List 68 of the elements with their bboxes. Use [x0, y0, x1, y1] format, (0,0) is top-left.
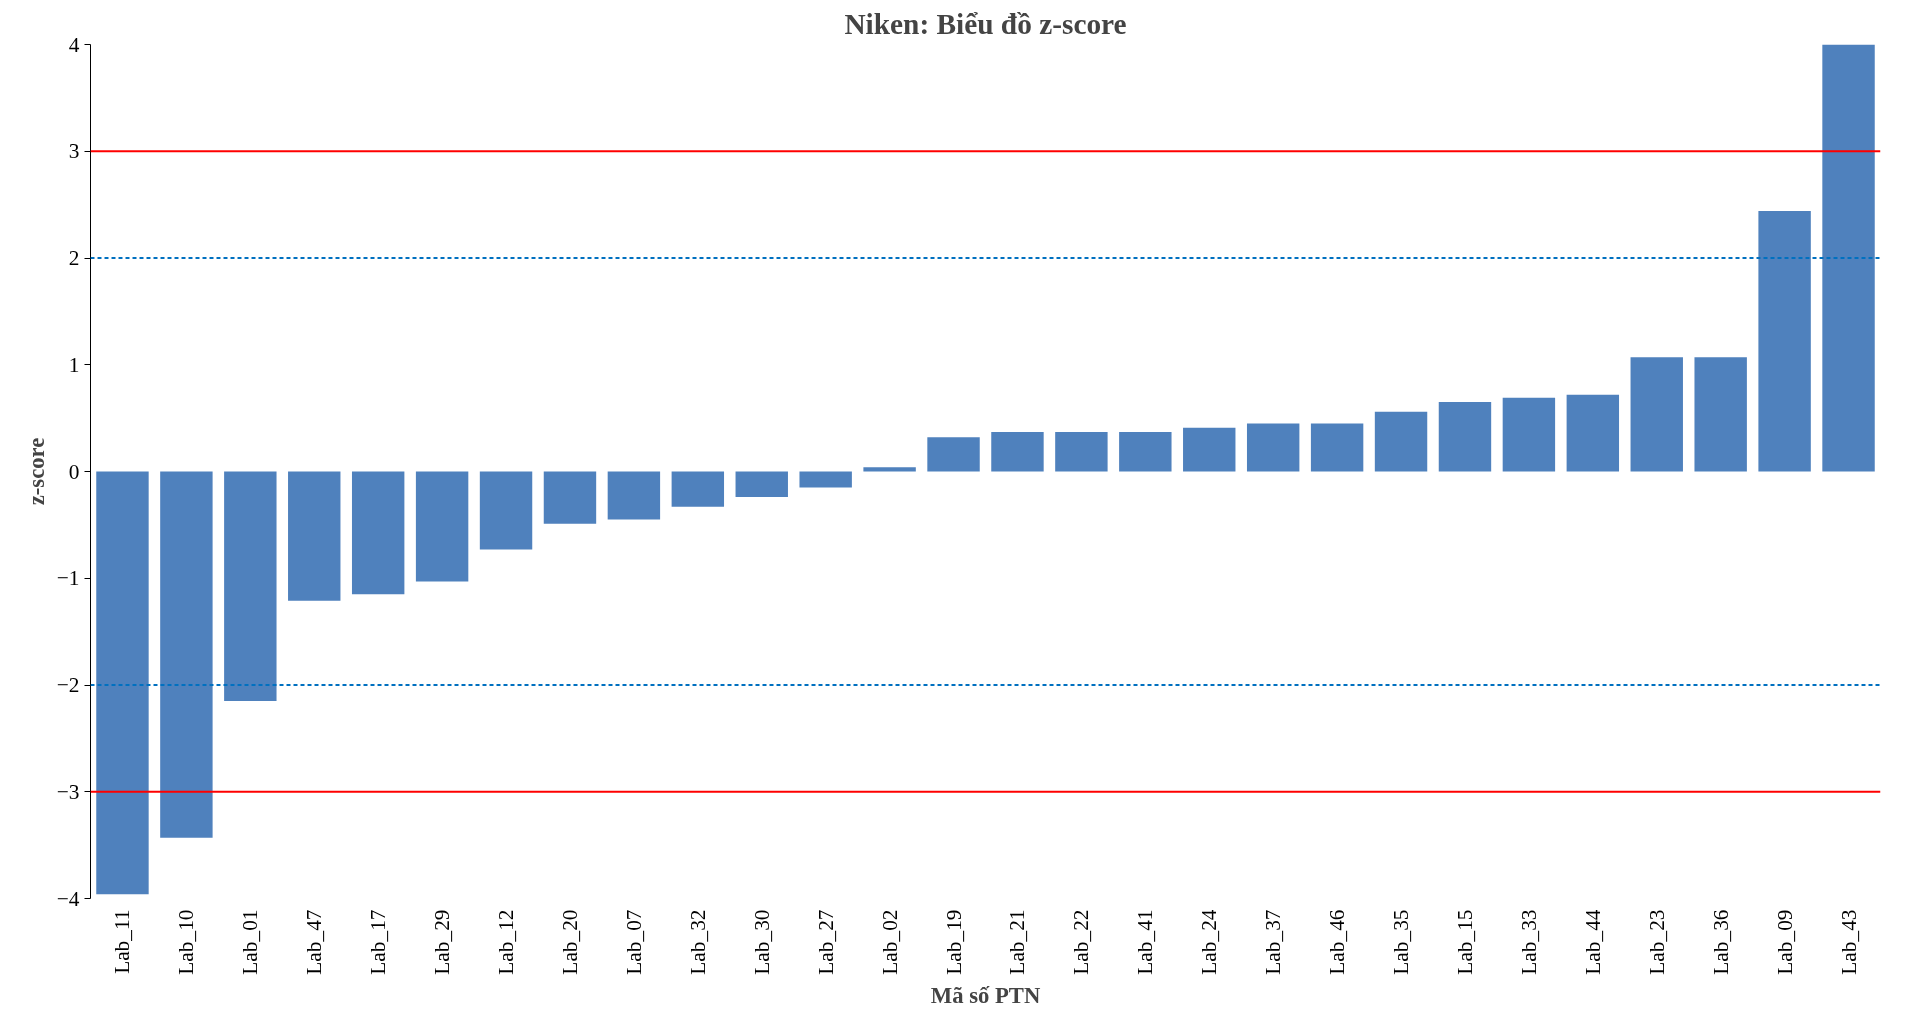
x-tick-label: Lab_24	[1197, 909, 1222, 975]
y-tick-label: −2	[56, 673, 80, 697]
x-tick-label: Lab_22	[1069, 909, 1094, 975]
y-tick-label: −4	[56, 886, 80, 911]
x-tick-label: Lab_47	[302, 909, 327, 975]
x-axis-title: Mã số PTN	[930, 982, 1041, 1008]
y-tick-label: −1	[56, 566, 80, 591]
bar	[735, 471, 788, 498]
x-tick-label: Lab_33	[1516, 909, 1541, 975]
y-tick-label: 4	[68, 32, 80, 57]
bar	[607, 471, 661, 520]
bar	[288, 471, 341, 601]
bar	[96, 471, 149, 895]
x-tick-label: Lab_07	[621, 909, 646, 975]
y-tick-label: 1	[68, 352, 80, 377]
bar	[1566, 394, 1620, 472]
x-tick-label: Lab_15	[1452, 909, 1477, 975]
x-tick-label: Lab_01	[238, 909, 263, 975]
x-tick-label: Lab_36	[1708, 909, 1733, 975]
bar	[1502, 397, 1556, 472]
x-tick-label: Lab_30	[749, 909, 774, 975]
x-tick-label: Lab_10	[174, 909, 199, 975]
y-tick-label: 3	[68, 139, 80, 164]
x-tick-label: Lab_23	[1644, 909, 1669, 975]
bar	[799, 471, 852, 488]
x-tick-label: Lab_41	[1133, 909, 1158, 975]
bar	[1438, 402, 1492, 472]
bar	[1630, 357, 1683, 472]
bar	[160, 471, 213, 838]
x-tick-label: Lab_35	[1389, 909, 1414, 975]
bar	[1758, 211, 1811, 472]
x-tick-label: Lab_11	[110, 909, 135, 974]
bar	[863, 467, 916, 472]
x-tick-label: Lab_29	[430, 909, 455, 975]
y-tick-label: −3	[56, 779, 80, 804]
x-tick-label: Lab_32	[685, 909, 710, 975]
chart-title: Niken: Biểu đồ z-score	[844, 7, 1127, 40]
bar	[1183, 427, 1236, 472]
x-tick-label: Lab_09	[1772, 909, 1797, 975]
x-tick-label: Lab_12	[494, 909, 519, 975]
y-axis-title: z-score	[23, 437, 49, 506]
bar	[351, 471, 405, 595]
x-tick-label: Lab_17	[366, 909, 391, 975]
y-tick-label: 0	[68, 459, 80, 484]
x-tick-label: Lab_46	[1325, 909, 1350, 975]
x-tick-label: Lab_20	[557, 909, 582, 975]
x-tick-label: Lab_02	[877, 909, 902, 975]
bar	[543, 471, 597, 524]
bar	[1055, 432, 1108, 472]
x-tick-label: Lab_37	[1261, 909, 1286, 975]
bar	[671, 471, 725, 507]
x-tick-label: Lab_43	[1836, 909, 1861, 975]
bar	[1822, 44, 1875, 472]
y-tick-label: 2	[68, 246, 80, 270]
x-tick-label: Lab_21	[1005, 909, 1030, 975]
bar	[224, 471, 277, 702]
bar	[991, 432, 1044, 472]
bar	[415, 471, 469, 582]
x-tick-label: Lab_27	[813, 909, 838, 975]
bar	[927, 437, 980, 472]
bar	[1310, 423, 1364, 472]
bar	[1246, 423, 1300, 472]
bar	[1374, 411, 1428, 472]
x-tick-label: Lab_19	[941, 909, 966, 975]
x-tick-label: Lab_44	[1580, 909, 1605, 975]
bar	[1119, 432, 1172, 472]
bar	[1694, 357, 1747, 472]
bar	[479, 471, 533, 550]
